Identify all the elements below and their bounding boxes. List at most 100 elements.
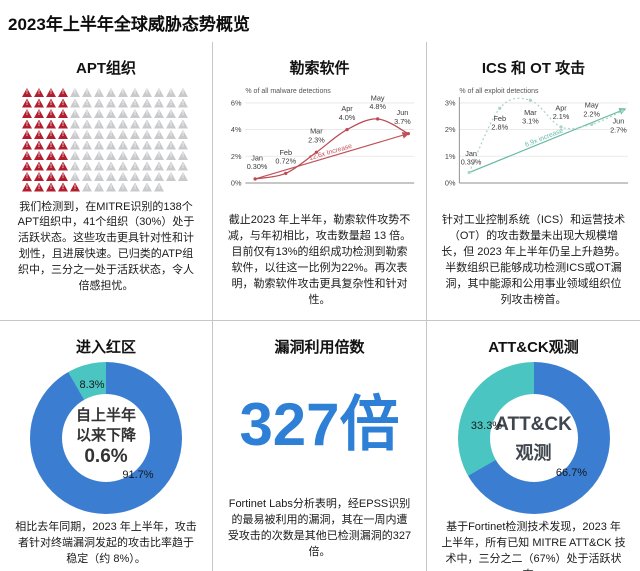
svg-text:% of all exploit detections: % of all exploit detections — [459, 88, 539, 95]
attck-center-line-2: 观测 — [515, 442, 552, 463]
warning-triangle-icon — [82, 109, 92, 118]
panel-ransomware: 勒索软件 0% 2% 4% 6% % of all malware detections… — [213, 42, 427, 320]
warning-triangle-icon — [94, 140, 104, 150]
exploit-multiplier-value: 327倍 — [239, 391, 400, 458]
attck-donut-center: ATT&CK 观测 — [489, 394, 578, 482]
warning-triangle-icon — [22, 182, 32, 192]
svg-text:0.72%: 0.72% — [275, 157, 296, 166]
warning-triangle-icon — [166, 109, 176, 118]
warning-triangle-icon — [154, 151, 164, 160]
panel-exploit-multiplier: 漏洞利用倍数 327倍 Fortinet Labs分析表明，经EPSS识别的最易… — [213, 320, 427, 571]
panel-attck: ATT&CK观测 ATT&CK 观测 33.3% 66.7% 基于Fortine… — [427, 320, 640, 571]
warning-triangle-icon — [178, 161, 188, 171]
svg-text:3.1%: 3.1% — [522, 117, 539, 126]
ransomware-description: 截止2023 年上半年，勒索软件攻势不减，与年初相比，攻击数量超 13 倍。目前… — [227, 214, 412, 306]
warning-triangle-icon — [142, 172, 152, 181]
warning-triangle-icon — [34, 172, 44, 181]
warning-triangle-icon — [82, 151, 92, 160]
warning-triangle-icon — [70, 109, 80, 118]
warning-triangle-icon — [142, 109, 152, 118]
warning-triangle-icon — [130, 98, 140, 108]
warning-triangle-icon — [178, 151, 188, 160]
redzone-donut-center: 自上半年 以来下降 0.6% — [62, 394, 150, 482]
redzone-minor-slice-label: 8.3% — [79, 379, 105, 391]
warning-triangle-icon — [178, 109, 188, 118]
exploit-panel-title: 漏洞利用倍数 — [274, 339, 365, 356]
redzone-center-line-1: 自上半年 — [75, 407, 136, 425]
warning-triangle-icon — [94, 109, 104, 118]
warning-triangle-icon — [22, 98, 32, 108]
redzone-description: 相比去年同期，2023 年上半年，攻击者针对终端漏洞发起的攻击比率趋于稳定（约 … — [15, 521, 197, 565]
svg-text:2.3%: 2.3% — [308, 136, 325, 145]
warning-triangle-icon — [106, 140, 116, 150]
warning-triangle-icon — [118, 151, 128, 160]
warning-triangle-icon — [70, 161, 80, 171]
page-title: 2023年上半年全球威胁态势概览 — [8, 15, 250, 34]
warning-triangle-icon — [70, 140, 80, 150]
warning-triangle-icon — [118, 98, 128, 108]
warning-triangle-icon — [118, 88, 128, 97]
warning-triangle-icon — [46, 140, 56, 150]
ics-panel-title: ICS 和 OT 攻击 — [481, 60, 586, 77]
svg-text:3%: 3% — [444, 98, 455, 107]
warning-triangle-icon — [46, 98, 56, 108]
warning-triangle-icon — [154, 119, 164, 129]
warning-triangle-icon — [46, 151, 56, 160]
attck-minor-slice-label: 33.3% — [470, 420, 503, 432]
warning-triangle-icon — [118, 130, 128, 139]
redzone-donut-chart: 自上半年 以来下降 0.6% 8.3% 91.7% — [30, 362, 182, 514]
warning-triangle-icon — [46, 182, 56, 192]
warning-triangle-icon — [130, 182, 140, 192]
warning-triangle-icon — [118, 140, 128, 150]
warning-triangle-icon — [154, 88, 164, 97]
warning-triangle-icon — [46, 119, 56, 129]
warning-triangle-icon — [82, 98, 92, 108]
warning-triangle-icon — [58, 172, 68, 181]
exploit-description: Fortinet Labs分析表明，经EPSS识别的最易被利用的漏洞，其在一周内… — [227, 498, 412, 559]
warning-triangle-icon — [34, 119, 44, 129]
warning-triangle-icon — [166, 88, 176, 97]
warning-triangle-icon — [130, 172, 140, 181]
warning-triangle-icon — [58, 130, 68, 139]
warning-triangle-icon — [22, 109, 32, 118]
attck-panel-title: ATT&CK观测 — [488, 339, 579, 356]
warning-triangle-icon — [142, 119, 152, 129]
warning-triangle-icon — [154, 172, 164, 181]
svg-text:4.0%: 4.0% — [338, 113, 355, 122]
warning-triangle-icon — [58, 151, 68, 160]
warning-triangle-icon — [106, 151, 116, 160]
svg-text:0%: 0% — [230, 178, 241, 187]
warning-triangle-icon — [178, 130, 188, 139]
warning-triangle-icon — [94, 182, 104, 192]
warning-triangle-icon — [154, 161, 164, 171]
svg-text:2.2%: 2.2% — [583, 109, 600, 118]
warning-triangle-icon — [142, 182, 152, 192]
warning-triangle-icon — [106, 98, 116, 108]
warning-triangle-icon — [142, 161, 152, 171]
warning-triangle-icon — [82, 88, 92, 97]
svg-text:0%: 0% — [444, 178, 455, 187]
warning-triangle-icon — [22, 161, 32, 171]
warning-triangle-icon — [82, 161, 92, 171]
warning-triangle-icon — [106, 182, 116, 192]
redzone-panel-title: 进入红区 — [75, 339, 136, 356]
warning-triangle-icon — [58, 109, 68, 118]
warning-triangle-icon — [94, 88, 104, 97]
svg-text:0.39%: 0.39% — [460, 158, 481, 167]
warning-triangle-icon — [118, 161, 128, 171]
warning-triangle-icon — [82, 172, 92, 181]
svg-text:6%: 6% — [230, 98, 241, 107]
warning-triangle-icon — [82, 119, 92, 129]
warning-triangle-icon — [94, 119, 104, 129]
attck-center-line-1: ATT&CK — [495, 413, 572, 435]
svg-text:Feb: Feb — [493, 114, 506, 123]
svg-text:Feb: Feb — [279, 148, 292, 157]
warning-triangle-icon — [94, 161, 104, 171]
apt-waffle-chart — [22, 88, 190, 192]
warning-triangle-icon — [34, 161, 44, 171]
warning-triangle-icon — [178, 98, 188, 108]
panel-redzone: 进入红区 自上半年 以来下降 0.6% 8.3% 91.7% 相比去年同期，20… — [0, 320, 213, 571]
warning-triangle-icon — [46, 130, 56, 139]
warning-triangle-icon — [46, 88, 56, 97]
svg-text:% of all malware detections: % of all malware detections — [245, 88, 331, 95]
